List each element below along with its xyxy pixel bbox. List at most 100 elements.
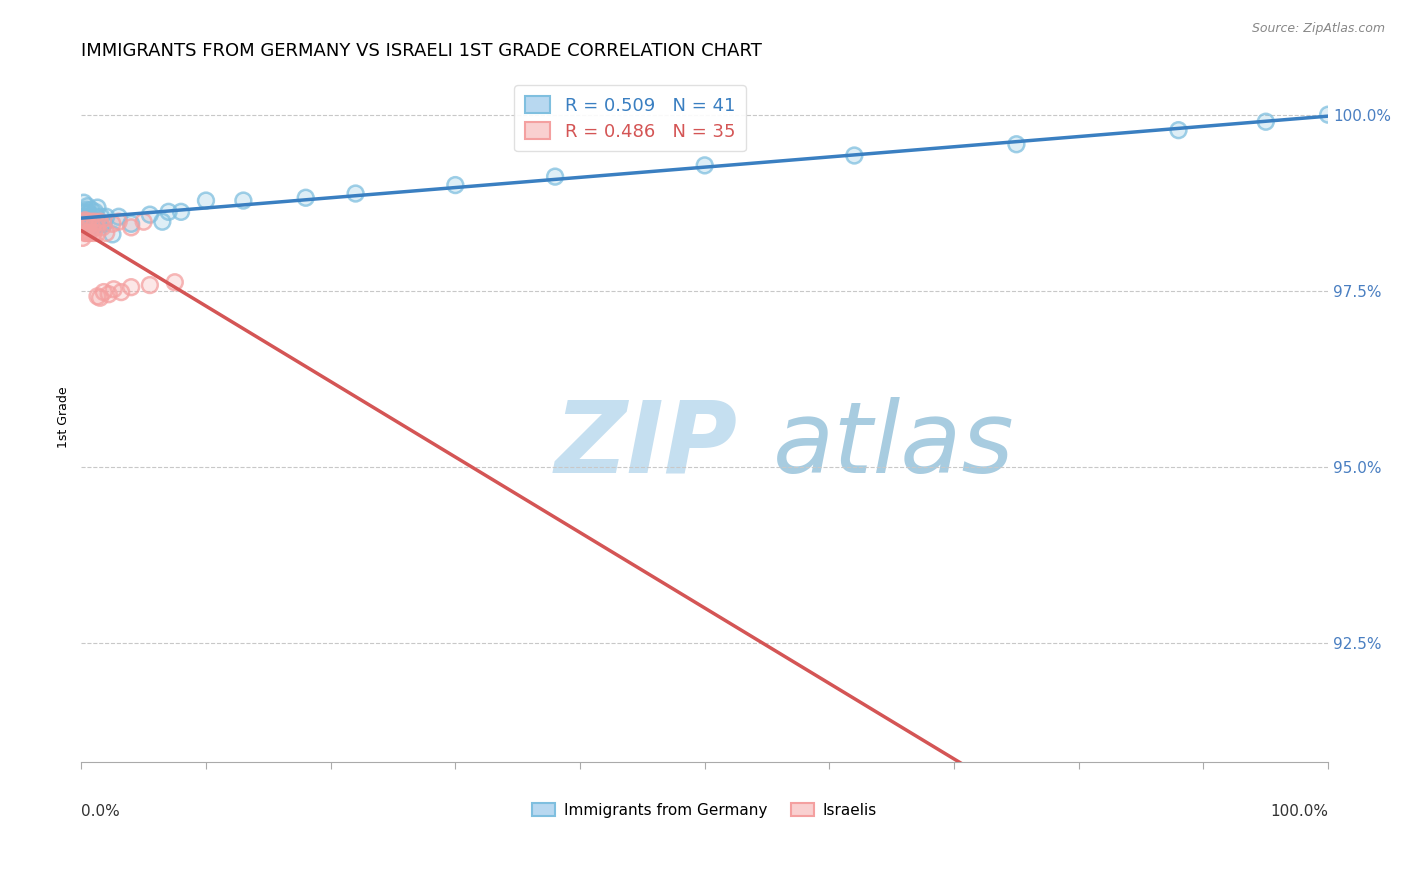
Point — [693, 158, 716, 172]
Point — [76, 215, 98, 229]
Point — [86, 226, 108, 240]
Point — [76, 210, 98, 224]
Point — [97, 287, 120, 301]
Point — [73, 206, 96, 220]
Point — [693, 158, 716, 172]
Point — [72, 231, 94, 245]
Point — [97, 287, 120, 301]
Point — [93, 285, 115, 299]
Text: IMMIGRANTS FROM GERMANY VS ISRAELI 1ST GRADE CORRELATION CHART: IMMIGRANTS FROM GERMANY VS ISRAELI 1ST G… — [82, 42, 762, 60]
Point — [101, 217, 124, 231]
Point — [72, 210, 94, 224]
Point — [77, 226, 100, 240]
Point — [120, 217, 142, 231]
Point — [86, 289, 108, 303]
Point — [1317, 108, 1340, 122]
Point — [83, 220, 105, 235]
Point — [139, 278, 162, 293]
Point — [77, 219, 100, 233]
Point — [93, 217, 115, 231]
Point — [96, 210, 118, 224]
Point — [77, 206, 100, 220]
Point — [1254, 114, 1277, 128]
Point — [77, 206, 100, 220]
Point — [79, 219, 101, 233]
Point — [84, 204, 107, 219]
Point — [139, 208, 162, 222]
Point — [132, 215, 155, 229]
Text: Source: ZipAtlas.com: Source: ZipAtlas.com — [1251, 22, 1385, 36]
Point — [75, 219, 97, 233]
Point — [76, 199, 98, 213]
Point — [89, 291, 111, 305]
Point — [72, 210, 94, 224]
Point — [544, 169, 567, 184]
Point — [75, 213, 97, 227]
Point — [82, 213, 104, 227]
Point — [72, 224, 94, 238]
Point — [120, 280, 142, 294]
Point — [73, 206, 96, 220]
Point — [101, 227, 124, 242]
Point — [91, 220, 114, 235]
Point — [444, 178, 467, 192]
Point — [75, 213, 97, 227]
Point — [75, 226, 97, 240]
Point — [73, 220, 96, 235]
Point — [120, 280, 142, 294]
Point — [93, 285, 115, 299]
Point — [139, 278, 162, 293]
Point — [76, 215, 98, 229]
Point — [194, 194, 217, 208]
Point — [544, 169, 567, 184]
Text: 100.0%: 100.0% — [1270, 804, 1329, 819]
Point — [73, 204, 96, 219]
Point — [75, 202, 97, 217]
Point — [294, 191, 316, 205]
Point — [79, 215, 101, 229]
Point — [120, 220, 142, 235]
Point — [444, 178, 467, 192]
Point — [73, 195, 96, 210]
Point — [294, 191, 316, 205]
Point — [163, 275, 186, 289]
Point — [90, 210, 112, 224]
Point — [77, 226, 100, 240]
Point — [83, 226, 105, 240]
Point — [82, 213, 104, 227]
Point — [1005, 137, 1028, 152]
Point — [110, 285, 132, 299]
Point — [150, 215, 173, 229]
Point — [84, 210, 107, 224]
Point — [1005, 137, 1028, 152]
Point — [107, 215, 129, 229]
Point — [72, 224, 94, 238]
Point — [1167, 123, 1189, 137]
Point — [72, 231, 94, 245]
Point — [84, 215, 107, 229]
Point — [107, 210, 129, 224]
Point — [73, 215, 96, 229]
Point — [170, 204, 193, 219]
Point — [80, 215, 103, 229]
Point — [82, 220, 104, 235]
Text: atlas: atlas — [773, 397, 1015, 493]
Point — [157, 204, 180, 219]
Point — [87, 217, 110, 231]
Point — [73, 195, 96, 210]
Point — [86, 201, 108, 215]
Point — [90, 210, 112, 224]
Point — [101, 227, 124, 242]
Point — [73, 204, 96, 219]
Point — [344, 186, 367, 201]
Point — [82, 220, 104, 235]
Point — [75, 219, 97, 233]
Point — [80, 215, 103, 229]
Point — [73, 215, 96, 229]
Point — [75, 226, 97, 240]
Point — [77, 219, 100, 233]
Point — [89, 291, 111, 305]
Point — [132, 215, 155, 229]
Point — [1254, 114, 1277, 128]
Point — [120, 217, 142, 231]
